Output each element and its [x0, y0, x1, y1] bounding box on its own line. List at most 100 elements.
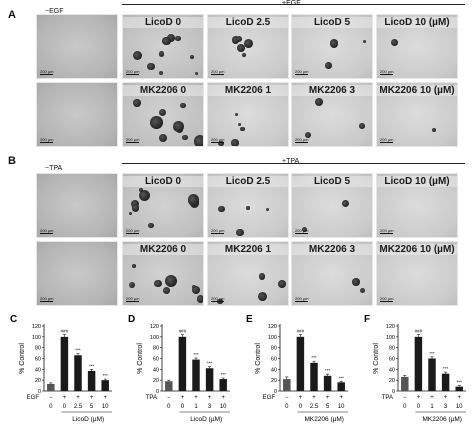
- y-tick-label: 40: [35, 367, 41, 373]
- significance-label: ***: [457, 380, 463, 385]
- bar: [296, 336, 305, 391]
- significance-label: ***: [221, 372, 227, 377]
- y-tick-label: 60: [35, 357, 41, 363]
- micrograph-label: MK2206 0: [123, 85, 203, 96]
- y-tick-label: 80: [153, 346, 159, 352]
- colony: [342, 199, 350, 208]
- colony: [246, 206, 251, 210]
- treatment-sign: +: [417, 395, 421, 401]
- bar: [165, 381, 173, 391]
- colony: [352, 278, 360, 286]
- significance-label: ###: [297, 329, 305, 334]
- treatment-bracket-b: [122, 163, 465, 164]
- colony: [148, 222, 154, 229]
- colony: [131, 264, 136, 269]
- colony: [180, 102, 186, 109]
- scale-bar: 200 µm: [126, 69, 140, 75]
- colony: [128, 211, 133, 216]
- bar: [205, 368, 214, 391]
- micrograph-label: LicoD 0: [123, 176, 203, 187]
- bar: [310, 362, 318, 391]
- colony: [132, 50, 143, 61]
- colony: [131, 203, 140, 212]
- colony: [266, 207, 270, 211]
- micrograph-label: MK2206 10 (µM): [377, 85, 457, 96]
- x-tick-label: 2.5: [74, 404, 83, 410]
- colony: [218, 205, 225, 213]
- colony: [232, 36, 240, 44]
- micrograph-a-r2-c1: 200 µm: [36, 82, 118, 147]
- micrograph-a-r1-c1: 200 µm: [36, 14, 118, 79]
- treatment-sign: +: [326, 395, 330, 401]
- treatment-label: TPA: [146, 395, 157, 401]
- colony: [257, 292, 267, 302]
- x-axis-label: MK2206 (µM): [304, 416, 344, 423]
- colony: [231, 139, 239, 146]
- scale-bar: 200 µm: [380, 228, 394, 234]
- y-tick-label: 100: [268, 335, 277, 341]
- bar: [428, 358, 436, 391]
- y-axis-label: % Control: [19, 343, 26, 374]
- bar: [219, 379, 227, 391]
- micrograph-b-r1-c2: LicoD 0 200 µm: [122, 173, 204, 238]
- x-axis-label: MK2206 (µM): [422, 416, 462, 423]
- colony: [150, 116, 163, 129]
- micrograph-label: MK2206 1: [208, 85, 288, 96]
- colony: [192, 285, 201, 294]
- treatment-sign: +: [339, 395, 343, 401]
- micrograph-b-r1-c4: LicoD 5 200 µm: [291, 173, 373, 238]
- colony: [165, 274, 178, 287]
- significance-label: ***: [89, 363, 95, 368]
- x-axis-label: LicoD (µM): [190, 416, 222, 423]
- scale-bar: 200 µm: [40, 228, 54, 234]
- colony: [242, 53, 247, 58]
- significance-label: ###: [415, 329, 423, 334]
- colony: [244, 39, 253, 49]
- colony: [258, 273, 266, 280]
- colony: [315, 98, 324, 107]
- scale-bar: 200 µm: [126, 296, 140, 302]
- colony: [138, 188, 144, 193]
- micrograph-a-r1-c3: LicoD 2.5 200 µm: [207, 14, 289, 79]
- y-tick-label: 40: [389, 367, 395, 373]
- colony: [139, 189, 151, 201]
- micrograph-b-r2-c5: MK2206 10 (µM) 200 µm: [376, 241, 458, 306]
- colony: [129, 282, 136, 289]
- micrograph-label: LicoD 5: [292, 17, 372, 28]
- micrograph-b-r2-c1: 200 µm: [36, 241, 118, 306]
- micrograph-a-r2-c2: MK2206 0 200 µm: [122, 82, 204, 147]
- significance-label: ***: [193, 352, 199, 357]
- significance-label: ***: [207, 361, 213, 366]
- panel-letter: F: [364, 314, 370, 325]
- micrograph-b-r2-c3: MK2206 1 200 µm: [207, 241, 289, 306]
- colony: [235, 35, 243, 43]
- scale-bar: 200 µm: [380, 69, 394, 75]
- scale-bar: 200 µm: [126, 228, 140, 234]
- y-tick-label: 100: [386, 335, 395, 341]
- treatment-sign: +: [90, 395, 94, 401]
- significance-label: ***: [339, 375, 345, 380]
- y-tick-label: 40: [153, 367, 159, 373]
- significance-label: ***: [443, 366, 449, 371]
- scale-bar: 200 µm: [211, 69, 225, 75]
- y-axis-label: % Control: [373, 343, 380, 374]
- scale-bar: 200 µm: [211, 296, 225, 302]
- y-tick-label: 80: [271, 346, 277, 352]
- scale-bar: 200 µm: [211, 228, 225, 234]
- x-tick-label: 0: [167, 404, 171, 410]
- colony: [390, 38, 398, 46]
- micrograph-label: MK2206 3: [292, 85, 372, 96]
- x-tick-label: 3: [208, 404, 212, 410]
- colony: [431, 127, 436, 132]
- y-axis-label: % Control: [137, 343, 144, 374]
- y-tick-label: 60: [389, 357, 395, 363]
- x-tick-label: 10: [102, 404, 109, 410]
- panel-letter: D: [128, 314, 135, 325]
- colony: [190, 54, 195, 59]
- colony: [147, 63, 155, 71]
- micrograph-a-r2-c3: MK2206 1 200 µm: [207, 82, 289, 147]
- treatment-sign: +: [76, 395, 80, 401]
- colony: [193, 134, 203, 146]
- colony: [154, 279, 162, 288]
- y-tick-label: 100: [32, 335, 41, 341]
